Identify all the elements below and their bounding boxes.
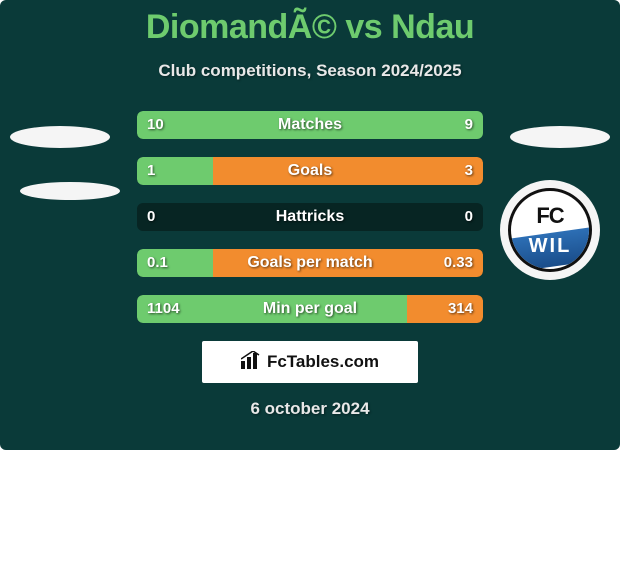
footer-brand-text: FcTables.com <box>267 352 379 372</box>
stat-label: Hattricks <box>137 203 483 231</box>
stat-label: Goals per match <box>137 249 483 277</box>
club-right-shape-1 <box>510 126 610 148</box>
club-right-badge: FC WIL <box>500 180 600 280</box>
stat-row: 0.10.33Goals per match <box>137 249 483 277</box>
stats-container: 109Matches 13Goals 00Hattricks 0.10.33Goals… <box>137 111 483 323</box>
bar-chart-icon <box>241 351 261 374</box>
date-text: 6 october 2024 <box>0 399 620 419</box>
badge-band <box>508 226 592 272</box>
stat-label: Goals <box>137 157 483 185</box>
comparison-panel: DiomandÃ© vs Ndau Club competitions, Sea… <box>0 0 620 450</box>
page-title: DiomandÃ© vs Ndau <box>0 8 620 47</box>
stat-row: 13Goals <box>137 157 483 185</box>
subtitle: Club competitions, Season 2024/2025 <box>0 61 620 81</box>
club-left-shape-2 <box>20 182 120 200</box>
stat-row: 1104314Min per goal <box>137 295 483 323</box>
club-left-shape-1 <box>10 126 110 148</box>
stat-row: 00Hattricks <box>137 203 483 231</box>
footer-brand: FcTables.com <box>202 341 418 383</box>
badge-bottom-text: WIL <box>511 235 589 258</box>
badge-top-text: FC <box>511 203 589 229</box>
stat-label: Matches <box>137 111 483 139</box>
stat-row: 109Matches <box>137 111 483 139</box>
stat-label: Min per goal <box>137 295 483 323</box>
